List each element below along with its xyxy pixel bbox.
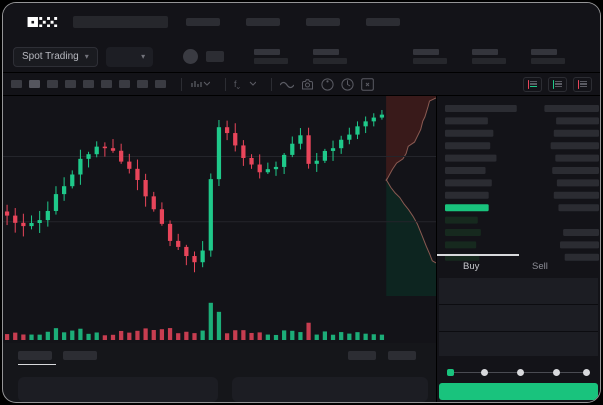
svg-text:fx: fx bbox=[234, 79, 241, 89]
